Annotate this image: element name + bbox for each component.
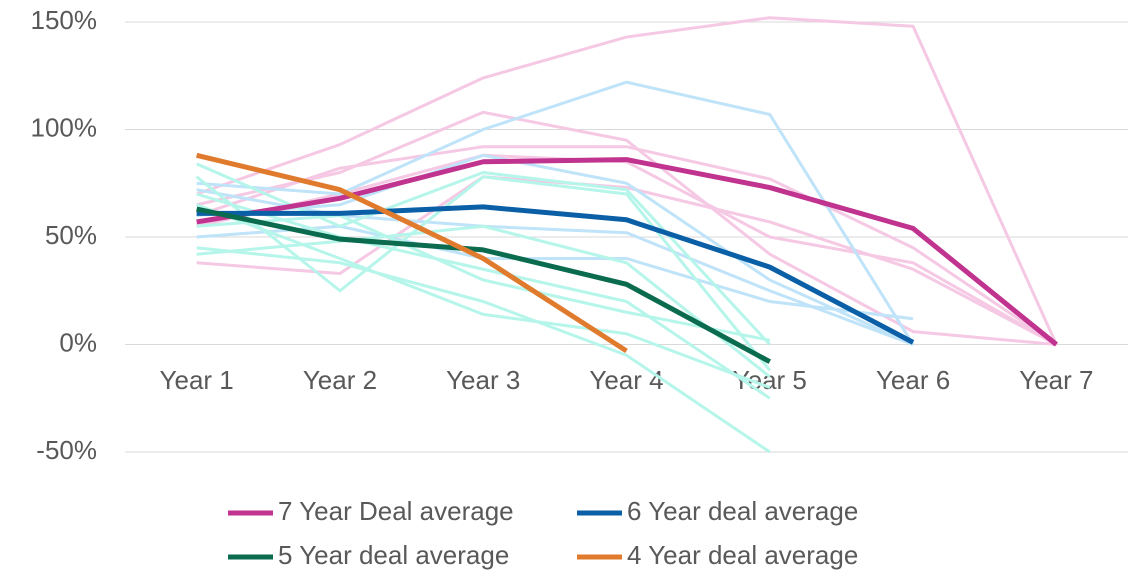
y-tick-label: 150% (31, 5, 98, 35)
deal-line (196, 246, 771, 454)
average-line (196, 157, 1058, 347)
legend-label: 5 Year deal average (278, 540, 509, 570)
deal-line (196, 192, 771, 400)
deal-line (196, 214, 771, 342)
deal-line (196, 16, 1058, 346)
deal-line (195, 175, 771, 372)
y-tick-label: 100% (31, 112, 98, 142)
x-tick-label: Year 1 (160, 365, 234, 395)
deal-line (196, 110, 1057, 346)
legend-label: 7 Year Deal average (278, 496, 514, 526)
legend-label: 6 Year deal average (627, 496, 858, 526)
average-line (196, 206, 771, 364)
legend-label: 4 Year deal average (627, 540, 858, 570)
x-tick-label: Year 3 (446, 365, 520, 395)
y-tick-label: 50% (45, 220, 97, 250)
deal-line (196, 175, 1058, 346)
x-tick-label: Year 7 (1019, 365, 1093, 395)
x-tick-label: Year 4 (589, 365, 663, 395)
average-line (196, 204, 915, 345)
deal-line (196, 145, 1058, 346)
y-tick-label: -50% (36, 435, 97, 465)
deal-line (196, 80, 915, 346)
average-line (196, 152, 628, 354)
x-tick-label: Year 2 (303, 365, 377, 395)
deal-line (196, 224, 914, 321)
x-tick-label: Year 6 (876, 365, 950, 395)
deal-line (196, 203, 771, 389)
deal-line (196, 153, 914, 346)
y-tick-label: 0% (59, 327, 97, 357)
deal-line (196, 224, 771, 378)
